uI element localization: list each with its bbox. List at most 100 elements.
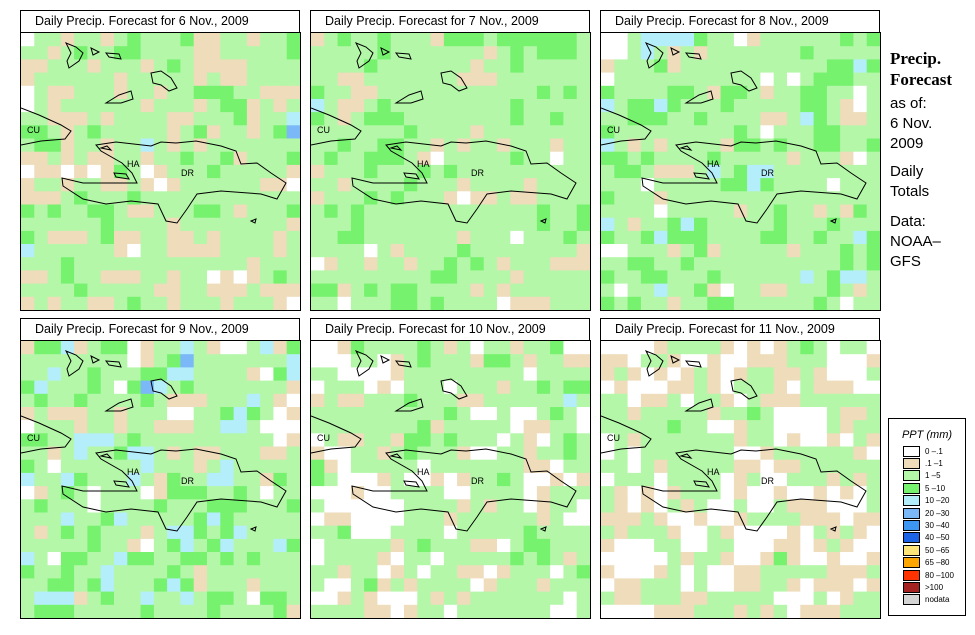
- precip-cell: [337, 112, 352, 126]
- precip-cell: [167, 217, 181, 232]
- precip-cell: [430, 217, 445, 232]
- precip-cell: [311, 178, 325, 192]
- precip-cell: [457, 341, 471, 355]
- precip-cell: [853, 85, 868, 100]
- precip-cell: [866, 99, 880, 113]
- legend-swatch: [903, 470, 920, 482]
- precip-cell: [483, 138, 498, 153]
- precip-cell: [576, 178, 590, 192]
- precip-cell: [510, 407, 525, 421]
- precip-cell: [523, 393, 538, 408]
- precip-cell: [773, 217, 788, 232]
- precip-cell: [694, 380, 708, 395]
- precip-cell: [260, 407, 274, 421]
- precip-cell: [404, 59, 418, 74]
- precip-cell: [364, 591, 378, 606]
- precip-cell: [364, 296, 378, 310]
- precip-cell: [233, 552, 248, 566]
- precip-cell: [220, 164, 235, 179]
- precip-cell: [324, 420, 339, 434]
- precip-cell: [114, 591, 128, 606]
- precip-cell: [497, 99, 511, 113]
- precip-cell: [430, 125, 445, 140]
- precip-cell: [826, 204, 841, 219]
- legend-label: 50 –65: [925, 545, 950, 555]
- precip-cell: [404, 151, 418, 166]
- precip-cell: [47, 217, 62, 232]
- precip-cell: [760, 604, 775, 618]
- precip-cell: [311, 112, 325, 126]
- precip-cell: [760, 296, 775, 310]
- precip-cell: [443, 283, 458, 298]
- precip-cell: [853, 552, 868, 566]
- precip-cell: [563, 472, 578, 487]
- precip-cell: [350, 72, 365, 87]
- precip-cell: [627, 151, 642, 166]
- precip-cell: [576, 204, 590, 219]
- precip-cell: [417, 270, 432, 285]
- precip-cell: [866, 512, 880, 527]
- precip-cell: [707, 244, 722, 258]
- precip-cell: [21, 499, 35, 514]
- precip-cell: [760, 486, 775, 500]
- precip-cell: [720, 341, 735, 355]
- precip-cell: [337, 433, 352, 448]
- precip-cell: [787, 85, 801, 100]
- precip-cell: [483, 33, 498, 47]
- precip-cell: [536, 204, 551, 219]
- precip-cell: [694, 459, 708, 474]
- precip-cell: [87, 512, 102, 527]
- precip-cell: [667, 46, 682, 60]
- precip-cell: [167, 46, 181, 60]
- precip-cell: [311, 85, 325, 100]
- precip-cell: [377, 499, 392, 514]
- precip-cell: [747, 578, 761, 593]
- precip-cell: [773, 525, 788, 540]
- precip-cell: [483, 499, 498, 514]
- precip-cell: [246, 257, 261, 271]
- precip-cell: [667, 604, 682, 618]
- precip-cell: [100, 420, 115, 434]
- precip-cell: [576, 499, 590, 514]
- precip-cell: [840, 420, 854, 434]
- precip-cell: [167, 393, 181, 408]
- precip-cell: [813, 604, 828, 618]
- precip-cell: [773, 46, 788, 60]
- precip-cell: [707, 367, 722, 382]
- precip-cell: [246, 244, 261, 258]
- precip-cell: [337, 204, 352, 219]
- precip-cell: [34, 164, 49, 179]
- precip-cell: [167, 244, 181, 258]
- precip-cell: [614, 125, 629, 140]
- precip-cell: [286, 257, 300, 271]
- precip-cell: [457, 204, 471, 219]
- precip-cell: [100, 296, 115, 310]
- precip-cell: [627, 367, 642, 382]
- precip-cell: [614, 420, 629, 434]
- precip-cell: [866, 354, 880, 368]
- precip-cell: [667, 459, 682, 474]
- precip-cell: [523, 72, 538, 87]
- precip-cell: [233, 283, 248, 298]
- precip-cell: [87, 565, 102, 579]
- precip-cell: [443, 486, 458, 500]
- precip-cell: [404, 538, 418, 553]
- precip-cell: [47, 354, 62, 368]
- precip-cell: [787, 472, 801, 487]
- precip-cell: [853, 138, 868, 153]
- precip-cell: [364, 178, 378, 192]
- precip-cell: [47, 33, 62, 47]
- precip-cell: [404, 138, 418, 153]
- precip-cell: [813, 407, 828, 421]
- precip-cell: [497, 341, 511, 355]
- precip-cell: [813, 164, 828, 179]
- precip-cell: [233, 578, 248, 593]
- precip-cell: [497, 393, 511, 408]
- precip-cell: [153, 138, 168, 153]
- precip-cell: [127, 46, 142, 60]
- precip-cell: [286, 151, 300, 166]
- precip-cell: [510, 283, 525, 298]
- precip-cell: [127, 354, 142, 368]
- precip-cell: [813, 499, 828, 514]
- precip-cell: [286, 85, 300, 100]
